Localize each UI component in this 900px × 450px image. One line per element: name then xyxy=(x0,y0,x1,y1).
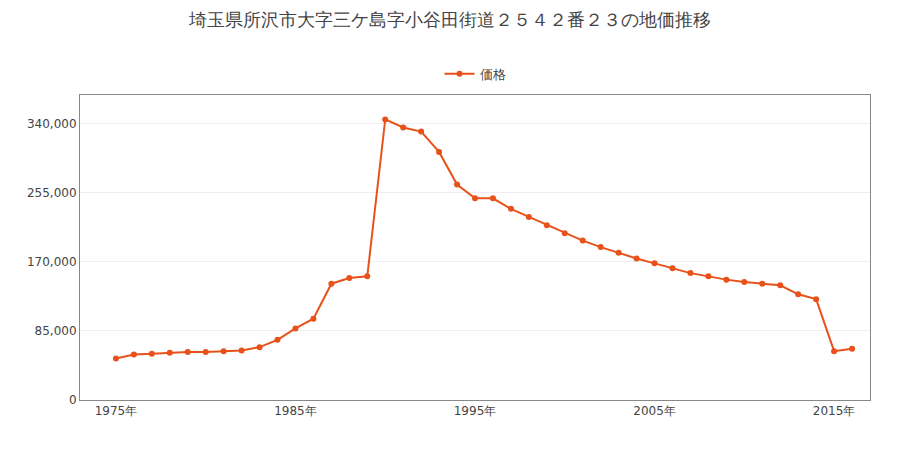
svg-text:1975年: 1975年 xyxy=(95,404,138,418)
svg-text:85,000: 85,000 xyxy=(35,324,77,338)
svg-text:埼玉県所沢市大字三ケ島字小谷田街道２５４２番２３の地価推移: 埼玉県所沢市大字三ケ島字小谷田街道２５４２番２３の地価推移 xyxy=(188,9,711,30)
svg-text:1985年: 1985年 xyxy=(274,404,317,418)
svg-text:0: 0 xyxy=(69,393,77,407)
svg-text:1995年: 1995年 xyxy=(454,404,497,418)
svg-text:340,000: 340,000 xyxy=(27,117,77,131)
svg-text:2015年: 2015年 xyxy=(813,404,856,418)
svg-text:価格: 価格 xyxy=(480,67,506,82)
svg-text:255,000: 255,000 xyxy=(27,186,77,200)
svg-text:170,000: 170,000 xyxy=(27,255,77,269)
svg-text:2005年: 2005年 xyxy=(633,404,676,418)
